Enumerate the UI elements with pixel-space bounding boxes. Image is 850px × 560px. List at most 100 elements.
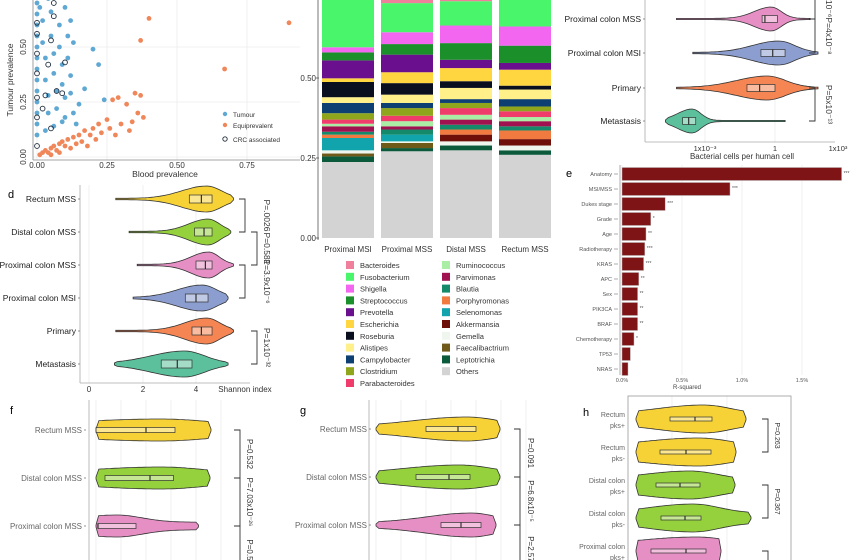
tumour-point — [34, 110, 40, 116]
x-tick-label: 0.25 — [99, 161, 115, 170]
box-iqr — [425, 426, 477, 432]
x-axis-title: R-squared — [673, 385, 701, 391]
bar-segment-ruminococcus — [322, 123, 374, 127]
bar-segment-campylobacter — [322, 102, 374, 114]
bar-segment-parabacteroides — [440, 108, 492, 115]
crc-associated-point — [45, 61, 52, 68]
group-label: Proximal colon — [579, 544, 625, 551]
violin-body — [692, 40, 819, 66]
equiprevalent-point — [110, 97, 115, 103]
bar — [621, 302, 638, 316]
y-tick-label: 0.25 — [19, 94, 28, 110]
legend-swatch — [346, 367, 354, 376]
tumour-point — [34, 77, 40, 83]
panel-label-e: e — [566, 168, 572, 180]
significance-bracket — [514, 524, 521, 560]
bar-segment-faecalibactrium — [381, 142, 433, 149]
tumour-point — [57, 22, 62, 28]
bar-segment-parabacteroides — [322, 119, 374, 124]
p-value-label: P=5x10⁻¹³ — [824, 85, 834, 124]
legend-label: Leptotrichia — [456, 355, 496, 364]
x-tick-label: 1x10⁻³ — [694, 144, 717, 153]
category-label: Chemotherapy — [576, 337, 612, 343]
legend-swatch — [442, 284, 450, 293]
bar-segment-campylobacter — [499, 99, 551, 107]
tumour-point — [37, 5, 43, 10]
group-label: Proximal colon MSI — [3, 293, 76, 303]
group-label: Metastasis — [35, 359, 76, 369]
violin-body — [635, 404, 747, 434]
tumour-point — [71, 110, 76, 116]
tumour-point — [51, 71, 57, 76]
group-label: Rectum MSS — [35, 426, 82, 435]
bar-segment-parabacteroides — [381, 115, 433, 122]
p-value-label: P=1x10⁻³² — [262, 328, 272, 367]
significance-bracket — [809, 0, 816, 20]
tumour-point — [62, 115, 68, 120]
box-iqr — [95, 427, 176, 433]
equiprevalent-point — [129, 119, 135, 125]
tumour-point — [34, 99, 40, 105]
equiprevalent-point — [87, 132, 93, 138]
bar-segment-parvimonas — [499, 121, 551, 127]
violin-chart-h: Rectum pks+ Rectum pks- Distal colon pks+ Dist… — [579, 395, 792, 560]
legend-swatch — [346, 261, 354, 269]
category-label: Grade — [597, 217, 612, 223]
box-iqr — [188, 194, 213, 204]
legend-label: Roseburia — [360, 332, 395, 341]
category-label: Proximal MSI — [324, 245, 372, 254]
legend-swatch — [346, 343, 354, 352]
violin-body — [114, 350, 229, 378]
tumour-point — [34, 66, 40, 72]
bar-segment-shigella — [322, 47, 374, 53]
tumour-point — [51, 51, 57, 56]
tumour-point — [73, 121, 79, 127]
bar-segment-blautia — [381, 129, 433, 135]
violin-body — [95, 514, 199, 538]
bar — [621, 197, 666, 211]
tumour-point — [34, 121, 40, 127]
legend-label: Equiprevalent — [233, 123, 273, 130]
bar-segment-bacteroides — [381, 0, 433, 4]
bar-segment-gemella — [322, 150, 374, 154]
category-label: Age — [602, 232, 612, 238]
tumour-point — [59, 62, 65, 67]
group-label: pks- — [612, 456, 626, 463]
violin-body — [132, 284, 229, 312]
p-value-label: P=0.532 — [245, 439, 254, 470]
group-label: pks+ — [610, 555, 625, 560]
violin-body — [128, 218, 232, 246]
equiprevalent-point — [135, 110, 141, 116]
significance-stars: * — [653, 216, 655, 222]
group-label: Rectum — [601, 445, 625, 452]
bar-segment-leptotrichia — [499, 150, 551, 155]
crc-associated-point — [34, 143, 40, 149]
group-label: Distal colon — [589, 511, 625, 518]
tumour-point — [65, 55, 71, 61]
bar-segment-streptococcus — [322, 52, 374, 61]
bar-segment-porphyromonas — [322, 134, 374, 138]
category-label: Dukes stage — [581, 202, 612, 208]
tumour-point — [43, 77, 48, 83]
crc-associated-point — [50, 0, 57, 6]
bar-segment-bacteroides — [440, 0, 492, 2]
bar-segment-clostridium — [322, 113, 374, 120]
y-tick-label: 0.00 — [300, 234, 316, 243]
significance-bracket — [251, 330, 258, 365]
significance-stars: *** — [844, 171, 850, 177]
violin-body — [136, 251, 234, 279]
bar-segment-leptotrichia — [322, 156, 374, 162]
category-label: Sex — [603, 292, 613, 298]
legend-swatch — [442, 261, 450, 269]
legend-label: Ruminococcus — [456, 261, 505, 270]
tumour-point — [68, 90, 73, 96]
bar-segment-parabacteroides — [499, 111, 551, 118]
bar-segment-clostridium — [440, 102, 492, 109]
group-label: Metastasis — [600, 116, 641, 126]
box-iqr — [655, 482, 701, 488]
box-iqr — [184, 293, 209, 303]
y-tick-label: 0.50 — [19, 39, 28, 55]
group-label: Rectum — [601, 412, 625, 419]
equiprevalent-point — [79, 139, 85, 145]
group-label: Distal colon — [589, 478, 625, 485]
